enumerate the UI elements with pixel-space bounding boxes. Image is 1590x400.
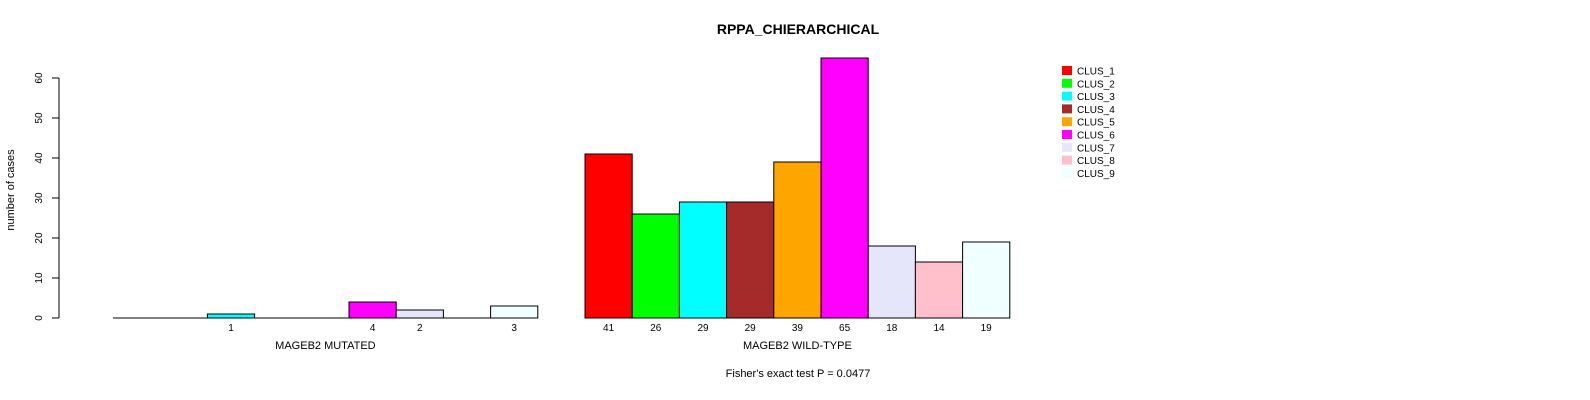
y-tick-label: 10	[34, 272, 45, 284]
bar	[678, 201, 728, 319]
bar	[914, 261, 964, 319]
bar	[962, 241, 1011, 319]
legend-label: CLUS_8	[1077, 156, 1115, 167]
chart-title: RPPA_CHIERARCHICAL	[717, 21, 880, 37]
y-tick-label: 50	[34, 112, 45, 124]
legend-swatch	[1062, 91, 1072, 101]
bar-count-label: 14	[933, 323, 945, 334]
bar	[726, 201, 775, 319]
y-tick-label: 30	[34, 192, 45, 204]
bar	[820, 57, 869, 319]
bar-count-label: 26	[650, 323, 662, 334]
bar	[206, 313, 256, 319]
y-axis-label: number of cases	[5, 149, 17, 231]
bar-count-label: 41	[603, 323, 615, 334]
legend-label: CLUS_3	[1077, 92, 1115, 103]
y-tick-label: 0	[34, 315, 45, 321]
legend-label: CLUS_5	[1077, 118, 1115, 129]
legend-swatch	[1062, 117, 1072, 127]
legend-swatch	[1062, 130, 1072, 139]
bar	[584, 153, 633, 319]
bar	[490, 305, 539, 319]
bar-count-label: 39	[792, 323, 804, 334]
legend-swatch	[1062, 66, 1072, 75]
bar-count-label: 18	[886, 323, 898, 334]
bar	[395, 309, 444, 319]
legend-swatch	[1062, 78, 1072, 88]
y-axis: 0 10 20 30 40 50 60	[34, 72, 60, 321]
legend-label: CLUS_7	[1077, 143, 1115, 154]
y-tick-label: 20	[34, 232, 45, 244]
legend-label: CLUS_4	[1077, 105, 1115, 116]
y-tick-label: 60	[34, 72, 45, 84]
bar	[348, 301, 397, 319]
legend-swatch	[1062, 142, 1072, 152]
legend-label: CLUS_1	[1077, 67, 1115, 78]
legend-label: CLUS_9	[1077, 169, 1115, 180]
bar	[867, 245, 916, 319]
bar-count-label: 29	[697, 323, 709, 334]
legend-swatch	[1062, 104, 1072, 114]
bar-count-label: 3	[511, 323, 517, 334]
group-labels: MAGEB2 MUTATED MAGEB2 WILD-TYPE	[275, 340, 852, 352]
legend-swatch	[1062, 155, 1072, 165]
group-label: MAGEB2 MUTATED	[275, 340, 375, 352]
bar-count-label: 2	[417, 323, 423, 334]
legend-swatch	[1062, 168, 1072, 178]
bar-count-label: 19	[981, 323, 993, 334]
fisher-test-label: Fisher's exact test P = 0.0477	[726, 368, 871, 380]
group-label: MAGEB2 WILD-TYPE	[743, 340, 852, 352]
legend-label: CLUS_6	[1077, 131, 1115, 142]
bar-count-label: 4	[370, 323, 376, 334]
bar	[773, 161, 822, 319]
legend: CLUS_1CLUS_2CLUS_3CLUS_4CLUS_5CLUS_6CLUS…	[1062, 66, 1115, 180]
y-tick-label: 40	[34, 152, 45, 164]
bars: 1 4 2 3 41 26 29 29 39 65 18 14 19	[113, 57, 1011, 334]
bar-count-label: 1	[228, 323, 234, 334]
bar	[631, 213, 680, 319]
bar-count-label: 29	[745, 323, 757, 334]
bar-count-label: 65	[839, 323, 851, 334]
legend-label: CLUS_2	[1077, 79, 1115, 90]
